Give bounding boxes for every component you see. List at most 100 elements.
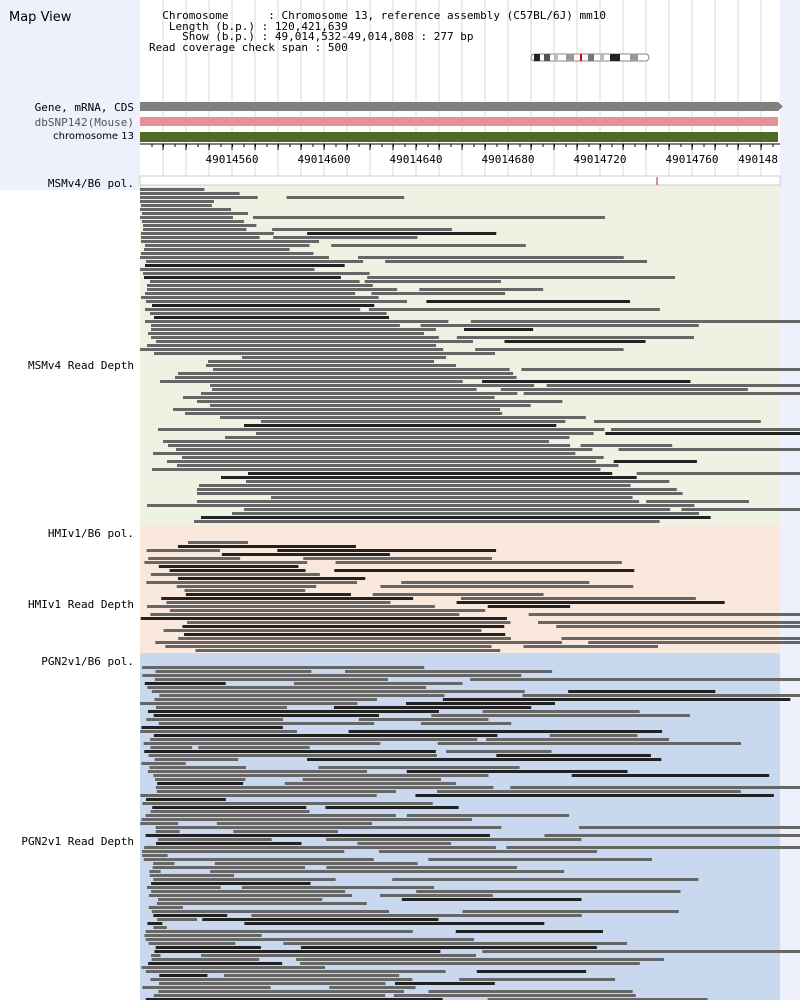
read-bar[interactable]	[428, 858, 653, 861]
read-bar[interactable]	[149, 874, 234, 877]
read-bar[interactable]	[144, 934, 262, 937]
section-label-msmv4-depth[interactable]: MSMv4 Read Depth	[28, 359, 134, 372]
read-bar[interactable]	[147, 344, 437, 347]
read-bar[interactable]	[556, 625, 800, 628]
read-bar[interactable]	[145, 834, 490, 837]
read-bar[interactable]	[221, 553, 390, 556]
read-bar[interactable]	[141, 240, 319, 243]
read-bar[interactable]	[148, 894, 352, 897]
read-bar[interactable]	[151, 336, 439, 339]
read-bar[interactable]	[246, 480, 670, 483]
read-bar[interactable]	[152, 304, 375, 307]
read-bar[interactable]	[142, 220, 245, 223]
read-bar[interactable]	[141, 818, 472, 821]
read-bar[interactable]	[154, 316, 390, 319]
read-bar[interactable]	[523, 645, 658, 648]
read-bar[interactable]	[242, 356, 447, 359]
read-bar[interactable]	[364, 280, 501, 283]
read-bar[interactable]	[147, 710, 439, 713]
track-label-gene[interactable]: Gene, mRNA, CDS	[34, 101, 134, 114]
read-bar[interactable]	[147, 504, 695, 507]
read-bar[interactable]	[147, 284, 373, 287]
read-bar[interactable]	[167, 460, 596, 463]
read-bar[interactable]	[549, 734, 638, 737]
gene-track-bar[interactable]	[140, 102, 778, 111]
read-bar[interactable]	[296, 958, 665, 961]
read-bar[interactable]	[145, 292, 356, 295]
read-bar[interactable]	[151, 890, 346, 893]
read-bar[interactable]	[578, 826, 800, 829]
read-bar[interactable]	[150, 738, 478, 741]
read-bar[interactable]	[140, 188, 205, 191]
read-bar[interactable]	[244, 922, 545, 925]
read-bar[interactable]	[303, 557, 493, 560]
read-bar[interactable]	[177, 545, 356, 548]
read-bar[interactable]	[415, 794, 774, 797]
read-bar[interactable]	[334, 569, 635, 572]
read-bar[interactable]	[177, 577, 366, 580]
read-bar[interactable]	[482, 950, 800, 953]
read-bar[interactable]	[538, 621, 800, 624]
read-bar[interactable]	[307, 232, 497, 235]
read-bar[interactable]	[610, 428, 800, 431]
read-bar[interactable]	[460, 597, 696, 600]
chromosome-track-bar[interactable]	[140, 132, 778, 142]
read-bar[interactable]	[169, 609, 486, 612]
read-bar[interactable]	[154, 678, 388, 681]
read-bar[interactable]	[455, 930, 604, 933]
read-bar[interactable]	[293, 682, 463, 685]
read-bar[interactable]	[156, 340, 473, 343]
read-bar[interactable]	[145, 998, 443, 1000]
read-bar[interactable]	[371, 292, 506, 295]
read-bar[interactable]	[358, 718, 489, 721]
read-bar[interactable]	[141, 966, 325, 969]
read-bar[interactable]	[163, 629, 482, 632]
read-bar[interactable]	[153, 878, 336, 881]
read-bar[interactable]	[151, 958, 260, 961]
track-label-snp[interactable]: dbSNP142(Mouse)	[34, 116, 134, 129]
read-bar[interactable]	[195, 649, 501, 652]
read-bar[interactable]	[510, 786, 800, 789]
read-bar[interactable]	[378, 850, 598, 853]
read-bar[interactable]	[261, 420, 566, 423]
read-bar[interactable]	[214, 862, 418, 865]
read-bar[interactable]	[220, 416, 586, 419]
read-bar[interactable]	[153, 452, 576, 455]
read-bar[interactable]	[155, 670, 312, 673]
read-bar[interactable]	[487, 605, 571, 608]
read-bar[interactable]	[183, 396, 495, 399]
read-bar[interactable]	[522, 694, 800, 697]
read-bar[interactable]	[155, 706, 287, 709]
read-bar[interactable]	[482, 380, 691, 383]
read-bar[interactable]	[326, 866, 518, 869]
read-bar[interactable]	[176, 448, 593, 451]
read-bar[interactable]	[141, 296, 379, 299]
read-bar[interactable]	[476, 970, 587, 973]
read-bar[interactable]	[151, 324, 400, 327]
read-bar[interactable]	[283, 942, 628, 945]
read-bar[interactable]	[166, 601, 391, 604]
section-label-hmiv1-pol[interactable]: HMIv1/B6 pol.	[47, 527, 134, 540]
read-bar[interactable]	[681, 508, 800, 511]
read-bar[interactable]	[426, 300, 630, 303]
read-bar[interactable]	[212, 388, 477, 391]
read-bar[interactable]	[177, 464, 619, 467]
read-bar[interactable]	[256, 432, 594, 435]
read-bar[interactable]	[307, 758, 662, 761]
read-bar[interactable]	[148, 906, 183, 909]
read-bar[interactable]	[145, 930, 413, 933]
read-bar[interactable]	[475, 348, 624, 351]
read-bar[interactable]	[141, 252, 314, 255]
read-bar[interactable]	[142, 802, 433, 805]
read-bar[interactable]	[523, 392, 800, 395]
read-bar[interactable]	[182, 456, 604, 459]
read-bar[interactable]	[155, 830, 180, 833]
read-bar[interactable]	[145, 244, 310, 247]
read-bar[interactable]	[175, 376, 517, 379]
read-bar[interactable]	[156, 902, 367, 905]
read-bar[interactable]	[140, 617, 507, 620]
read-bar[interactable]	[155, 946, 261, 949]
read-bar[interactable]	[154, 758, 239, 761]
read-bar[interactable]	[147, 686, 427, 689]
read-bar[interactable]	[140, 730, 297, 733]
